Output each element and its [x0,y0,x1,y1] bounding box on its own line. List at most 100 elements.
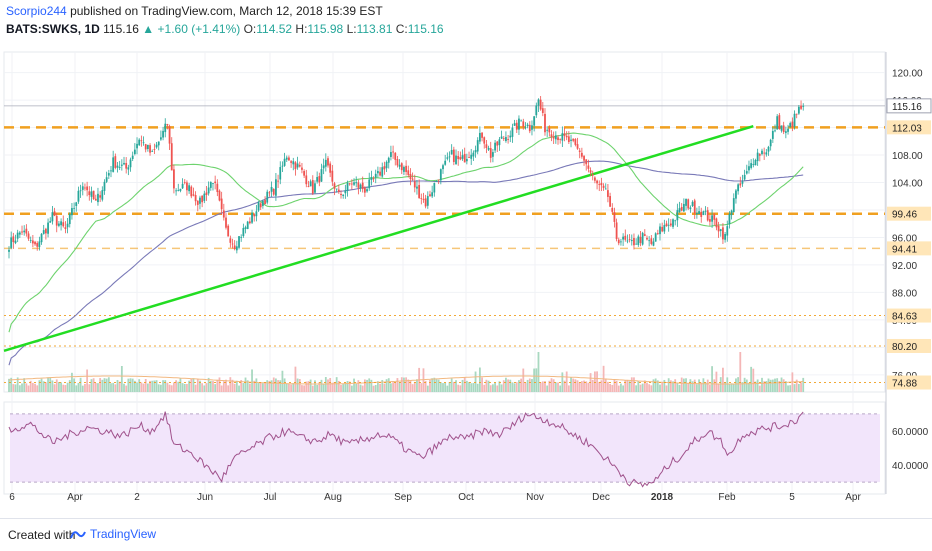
candle-body [476,140,479,152]
candle-body [238,236,240,248]
candle-body [385,161,388,169]
author-link[interactable]: Scorpio244 [6,4,67,18]
candle-body [86,186,89,191]
candle-body [676,210,679,221]
volume-bar [329,377,332,392]
candle-body [71,208,73,216]
volume-bar [127,378,130,392]
volume-bar [396,378,399,392]
candle-body [596,180,598,184]
volume-bar [802,377,805,392]
volume-bar [674,379,677,392]
candle-body [110,170,112,172]
volume-bar [168,384,171,392]
volume-bar [285,383,288,392]
volume-bar [745,379,748,392]
candle-body [47,222,49,234]
volume-bar [758,385,761,392]
volume-bar [58,381,60,392]
volume-bar [311,385,314,392]
volume-bar [342,384,345,392]
volume-bar [129,378,132,392]
volume-bar [196,379,199,392]
price-tick-label: 88.00 [892,288,917,299]
candle-body [160,137,162,140]
candle-body [64,227,67,230]
candle-body [570,139,572,141]
candle-body [335,188,338,190]
volume-bar [446,385,449,392]
volume-bar [281,370,284,392]
candle-body [680,207,683,211]
volume-bar [520,378,523,392]
candle-body [533,116,536,126]
volume-bar [186,384,188,392]
candle-body [702,211,705,216]
candle-body [75,202,78,206]
volume-bar [335,377,338,392]
candle-body [209,182,212,188]
candle-body [513,123,516,126]
candle-body [125,162,128,169]
candle-body [739,183,742,186]
volume-bar [81,385,84,392]
candle-body [585,159,588,165]
candle-body [487,147,490,150]
chart-canvas[interactable]: 120.00116.00112.00108.00104.00100.0096.0… [0,44,932,518]
candle-body [572,138,575,141]
candle-body [261,200,264,206]
time-tick-label: 5 [789,492,795,503]
volume-bar [739,352,742,392]
candle-body [418,185,421,199]
candle-body [348,183,351,185]
volume-bar [728,383,731,392]
candle-body [409,173,412,179]
candle-body [283,158,286,166]
volume-bar [544,381,546,392]
candle-body [288,157,290,161]
volume-bar [183,383,186,392]
volume-bar [756,379,759,392]
volume-bar [279,380,282,392]
candle-body [758,154,761,156]
volume-bar [303,385,306,392]
candle-body [214,181,217,184]
candle-body [366,189,368,192]
candle-body [767,146,770,152]
candle-body [29,240,32,241]
candle-body [654,233,657,242]
candle-body [472,152,475,157]
volume-bar [231,379,234,392]
volume-bar [635,385,638,392]
candle-body [789,123,792,127]
candle-body [212,183,214,184]
volume-bar [222,381,225,392]
volume-bar [793,384,796,392]
candle-body [659,226,661,235]
candle-body [53,211,56,216]
candle-body [307,186,310,188]
volume-bar [702,378,705,392]
volume-bar [68,380,71,392]
publish-line: Scorpio244 published on TradingView.com,… [6,4,383,18]
volume-bar [240,380,243,392]
candle-body [229,238,232,243]
candle-body [685,198,687,206]
volume-bar [594,371,596,392]
volume-bar [372,385,375,392]
volume-bar [452,381,455,392]
candle-body [329,163,332,173]
candle-body [416,186,418,189]
volume-bar [350,385,353,392]
symbol-label[interactable]: BATS:SWKS, 1D [6,22,100,36]
candle-body [455,155,457,164]
candle-body [333,183,336,189]
volume-bar [268,380,271,392]
volume-bar [190,378,193,392]
volume-bar [49,377,52,392]
candle-body [285,157,288,160]
tradingview-brand[interactable]: TradingView [70,527,156,541]
volume-bar [272,377,275,392]
volume-bar [340,384,342,392]
candle-body [602,185,605,188]
